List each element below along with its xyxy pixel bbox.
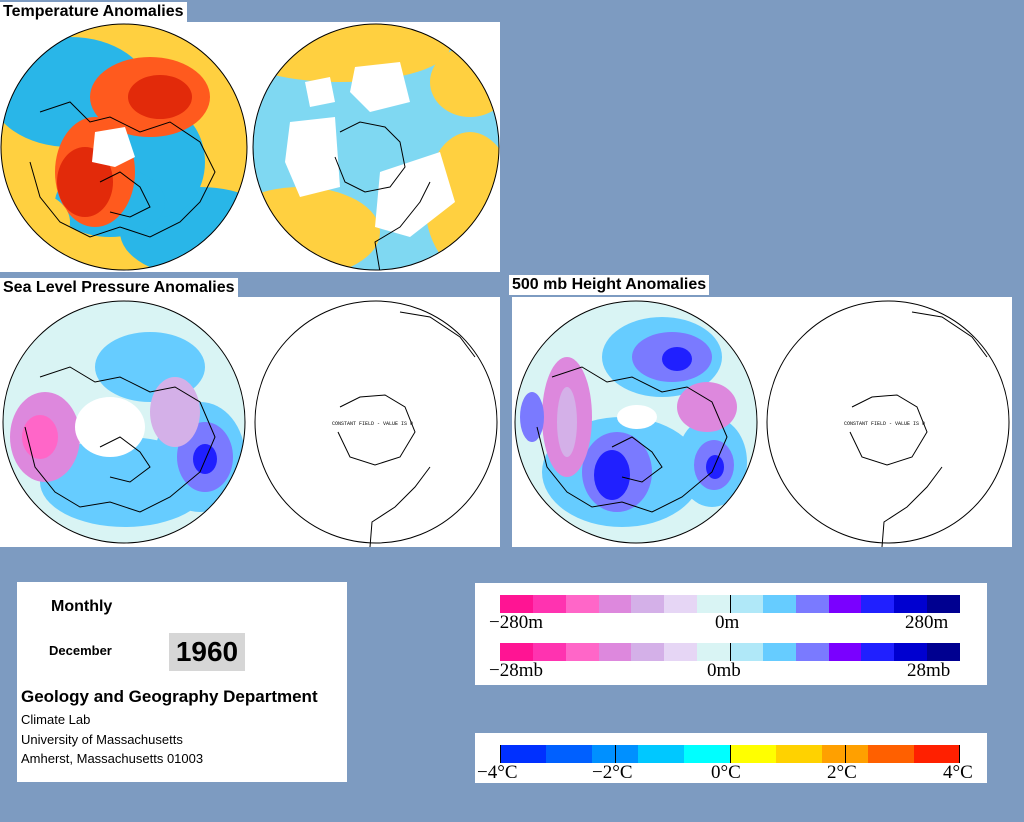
- height-swatch-5: [631, 595, 665, 613]
- slp-constant-field-note: CONSTANT FIELD - VALUE IS 0: [332, 421, 413, 427]
- anomaly-legend: −280m 0m 280m −28mb 0mb 28mb: [475, 583, 987, 685]
- height-swatch-11: [828, 595, 862, 613]
- height-nh-map: [515, 301, 757, 543]
- height-min-label: −280m: [489, 612, 543, 633]
- height-sh-map: CONSTANT FIELD - VALUE IS 0: [844, 311, 988, 547]
- department-label: Geology and Geography Department: [21, 687, 318, 706]
- slp-swatch-10: [795, 643, 829, 661]
- period-label: Monthly: [51, 598, 113, 615]
- slp-swatch-14: [927, 643, 961, 661]
- lab-label: Climate Lab: [21, 712, 91, 727]
- temp-tick-5: [959, 745, 960, 763]
- temperature-swatch-2: [546, 745, 592, 763]
- temperature-swatch-10: [914, 745, 960, 763]
- slp-mid-label: 0mb: [707, 660, 741, 681]
- slp-center-tick: [730, 643, 731, 661]
- slp-color-bar: [500, 643, 961, 661]
- temperature-legend: −4°C −2°C 0°C 2°C 4°C: [475, 733, 987, 783]
- height-swatch-12: [861, 595, 895, 613]
- month-label: December: [49, 643, 112, 658]
- temp-tick-4: [845, 745, 846, 763]
- slp-title: Sea Level Pressure Anomalies: [0, 278, 238, 298]
- temp-label-2: −2°C: [592, 762, 633, 783]
- slp-swatch-12: [861, 643, 895, 661]
- slp-swatch-2: [532, 643, 566, 661]
- height-swatch-2: [532, 595, 566, 613]
- slp-swatch-3: [565, 643, 599, 661]
- height-swatch-6: [664, 595, 698, 613]
- height-swatch-4: [598, 595, 632, 613]
- height-mid-label: 0m: [715, 612, 740, 633]
- temperature-swatch-6: [730, 745, 776, 763]
- temp-label-1: −4°C: [477, 762, 518, 783]
- slp-swatch-4: [598, 643, 632, 661]
- temp-label-4: 2°C: [827, 762, 857, 783]
- slp-min-label: −28mb: [489, 660, 543, 681]
- height-swatch-3: [565, 595, 599, 613]
- height-max-label: 280m: [905, 612, 949, 633]
- height-panel: CONSTANT FIELD - VALUE IS 0: [512, 297, 1012, 547]
- university-label: University of Massachusetts: [21, 732, 183, 747]
- height-swatch-14: [927, 595, 961, 613]
- slp-swatch-7: [697, 643, 731, 661]
- height-constant-field-note: CONSTANT FIELD - VALUE IS 0: [844, 421, 925, 427]
- height-center-tick: [730, 595, 731, 613]
- temp-tick-1: [500, 745, 501, 763]
- slp-swatch-5: [631, 643, 665, 661]
- slp-nh-map: [3, 301, 245, 543]
- temperature-swatch-9: [868, 745, 914, 763]
- height-swatch-13: [894, 595, 928, 613]
- slp-swatch-9: [762, 643, 796, 661]
- address-label: Amherst, Massachusetts 01003: [21, 751, 204, 766]
- temp-tick-3: [730, 745, 731, 763]
- temperature-title: Temperature Anomalies: [0, 2, 187, 22]
- slp-max-label: 28mb: [907, 660, 951, 681]
- height-color-bar: [500, 595, 961, 613]
- slp-sh-map: CONSTANT FIELD - VALUE IS 0: [332, 311, 476, 547]
- height-title: 500 mb Height Anomalies: [509, 275, 710, 295]
- height-swatch-7: [697, 595, 731, 613]
- temperature-nh-map: [1, 24, 247, 270]
- temperature-swatch-4: [638, 745, 684, 763]
- slp-swatch-13: [894, 643, 928, 661]
- temp-tick-2: [615, 745, 616, 763]
- height-swatch-1: [500, 595, 533, 613]
- height-swatch-8: [730, 595, 763, 613]
- temp-label-3: 0°C: [711, 762, 741, 783]
- slp-panel: CONSTANT FIELD - VALUE IS 0: [0, 297, 500, 547]
- temperature-swatch-5: [684, 745, 730, 763]
- height-swatch-10: [795, 595, 829, 613]
- temperature-panel: [0, 22, 500, 272]
- slp-swatch-8: [730, 643, 763, 661]
- temperature-swatch-7: [776, 745, 822, 763]
- year-label: 1960: [169, 633, 245, 671]
- slp-swatch-11: [828, 643, 862, 661]
- height-swatch-9: [762, 595, 796, 613]
- temp-label-5: 4°C: [943, 762, 973, 783]
- info-box: Monthly December 1960 Geology and Geogra…: [17, 582, 347, 782]
- slp-swatch-6: [664, 643, 698, 661]
- temperature-swatch-1: [500, 745, 546, 763]
- slp-swatch-1: [500, 643, 533, 661]
- temperature-sh-map: [253, 24, 499, 270]
